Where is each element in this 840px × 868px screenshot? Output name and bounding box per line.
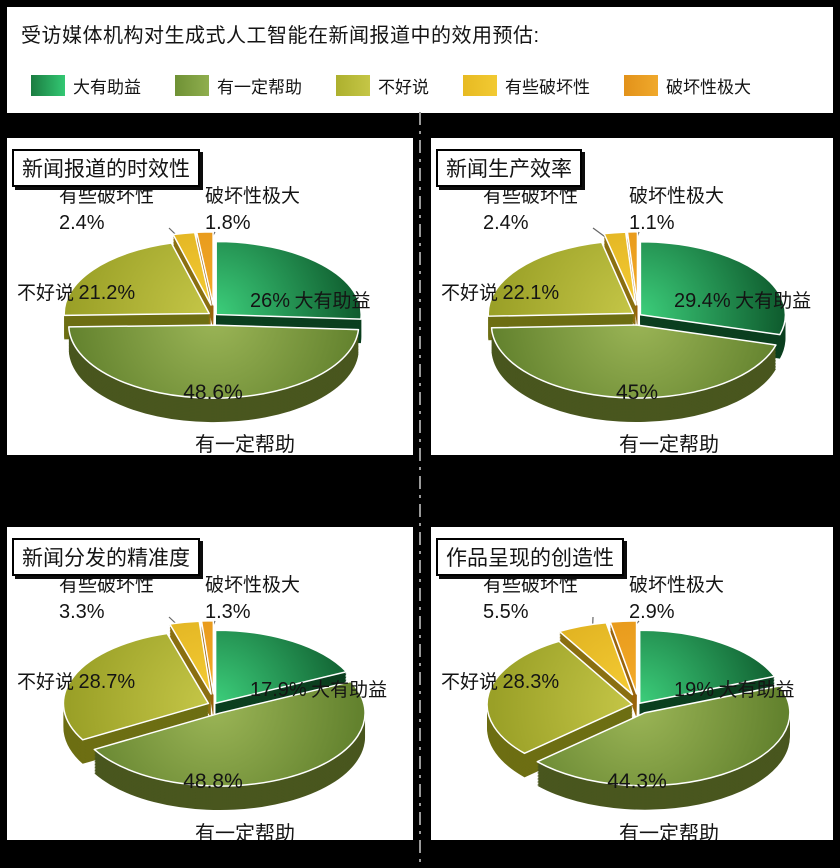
- legend-item-unsure: 不好说: [336, 73, 429, 98]
- legend-label: 有一定帮助: [217, 78, 302, 97]
- slice-label: 破坏性极大: [629, 186, 725, 207]
- slice-value: 1.3%: [205, 601, 251, 623]
- pie-chart: [62, 616, 366, 811]
- slice-label: 有些破坏性: [483, 575, 579, 596]
- slice-label: 破坏性极大: [629, 575, 725, 596]
- label-great-harm: 破坏性极大 1.1%: [629, 184, 724, 236]
- legend-item-great-harm: 破坏性极大: [624, 73, 751, 98]
- slice-value: 26%: [250, 290, 291, 312]
- label-great-harm: 破坏性极大 2.9%: [629, 573, 724, 625]
- slice-label: 有些破坏性: [59, 186, 155, 207]
- label-some-harm: 有些破坏性 2.4%: [483, 184, 578, 236]
- slice-label: 不好说: [17, 672, 75, 693]
- slice-value: 2.9%: [629, 601, 675, 623]
- label-some-help-value: 44.3%: [607, 770, 667, 793]
- slice-label: 大有助益: [718, 680, 795, 701]
- legend-item-some-help: 有一定帮助: [175, 73, 302, 98]
- slice-label: 不好说: [441, 672, 499, 693]
- slice-value: 3.3%: [59, 601, 105, 623]
- chart-title: 作品呈现的创造性: [436, 538, 624, 576]
- chart-title: 新闻报道的时效性: [12, 149, 200, 187]
- legend-label: 有些破坏性: [505, 78, 590, 97]
- legend-label: 破坏性极大: [666, 78, 751, 97]
- label-great-harm: 破坏性极大 1.8%: [205, 184, 300, 236]
- label-some-help-value: 48.8%: [183, 770, 243, 793]
- slice-value: 29.4%: [674, 290, 731, 312]
- label-some-help-value: 48.6%: [183, 381, 243, 404]
- slice-value: 28.3%: [502, 671, 560, 693]
- label-unsure: 不好说 22.1%: [441, 278, 559, 305]
- chart-panel-timeliness: 新闻报道的时效性 有些破坏性 2.4% 破坏性极大 1.8% 不好说 21.2%…: [7, 138, 413, 455]
- header-section: 受访媒体机构对生成式人工智能在新闻报道中的效用预估: 大有助益 有一定帮助 不好…: [7, 7, 833, 113]
- slice-label: 有些破坏性: [59, 575, 155, 596]
- chart-panel-creativity: 作品呈现的创造性 有些破坏性 5.5% 破坏性极大 2.9% 不好说 28.3%…: [431, 527, 833, 840]
- legend-label: 不好说: [378, 78, 429, 97]
- legend-swatch-great-help: [31, 75, 65, 96]
- label-great-help: 26% 大有助益: [250, 286, 371, 313]
- label-some-harm: 有些破坏性 2.4%: [59, 184, 154, 236]
- pie-chart: [487, 227, 787, 423]
- label-unsure: 不好说 28.3%: [441, 667, 559, 694]
- label-great-harm: 破坏性极大 1.3%: [205, 573, 300, 625]
- slice-label: 不好说: [17, 283, 75, 304]
- label-some-help: 有一定帮助: [195, 823, 295, 840]
- pie-chart: [63, 227, 362, 423]
- slice-value: 2.4%: [483, 212, 529, 234]
- label-some-help: 有一定帮助: [195, 434, 295, 455]
- label-some-help-value: 45%: [615, 381, 659, 404]
- chart-title: 新闻分发的精准度: [12, 538, 200, 576]
- legend-swatch-some-help: [175, 75, 209, 96]
- label-some-harm: 有些破坏性 3.3%: [59, 573, 154, 625]
- chart-title: 新闻生产效率: [436, 149, 582, 187]
- pie-chart: [486, 616, 791, 810]
- chart-panel-efficiency: 新闻生产效率 有些破坏性 2.4% 破坏性极大 1.1% 不好说 22.1% 2…: [431, 138, 833, 455]
- slice-label: 破坏性极大: [205, 575, 301, 596]
- slice-label: 破坏性极大: [205, 186, 301, 207]
- label-some-harm: 有些破坏性 5.5%: [483, 573, 578, 625]
- label-unsure: 不好说 28.7%: [17, 667, 135, 694]
- slice-label: 有些破坏性: [483, 186, 579, 207]
- slice-value: 1.1%: [629, 212, 675, 234]
- chart-panel-distribution: 新闻分发的精准度 有些破坏性 3.3% 破坏性极大 1.3% 不好说 28.7%…: [7, 527, 413, 840]
- slice-value: 21.2%: [78, 282, 136, 304]
- vertical-divider: [419, 112, 421, 868]
- legend-item-some-harm: 有些破坏性: [463, 73, 590, 98]
- legend-label: 大有助益: [73, 78, 141, 97]
- label-some-help: 有一定帮助: [619, 434, 719, 455]
- legend-swatch-unsure: [336, 75, 370, 96]
- label-some-help: 有一定帮助: [619, 823, 719, 840]
- label-great-help: 19% 大有助益: [674, 675, 795, 702]
- slice-value: 19%: [674, 679, 715, 701]
- slice-value: 5.5%: [483, 601, 529, 623]
- slice-value: 22.1%: [502, 282, 560, 304]
- slice-label: 大有助益: [294, 291, 371, 312]
- slice-value: 28.7%: [78, 671, 136, 693]
- page-title: 受访媒体机构对生成式人工智能在新闻报道中的效用预估:: [21, 25, 540, 47]
- slice-label: 大有助益: [311, 680, 388, 701]
- slice-value: 1.8%: [205, 212, 251, 234]
- legend-swatch-great-harm: [624, 75, 658, 96]
- legend-swatch-some-harm: [463, 75, 497, 96]
- label-great-help: 29.4% 大有助益: [674, 286, 811, 313]
- label-great-help: 17.9% 大有助益: [250, 675, 387, 702]
- slice-label: 大有助益: [735, 291, 812, 312]
- slice-value: 17.9%: [250, 679, 307, 701]
- slice-label: 不好说: [441, 283, 499, 304]
- label-unsure: 不好说 21.2%: [17, 278, 135, 305]
- legend-item-great-help: 大有助益: [31, 73, 141, 98]
- legend: 大有助益 有一定帮助 不好说 有些破坏性 破坏性极大: [31, 73, 751, 98]
- slice-value: 2.4%: [59, 212, 105, 234]
